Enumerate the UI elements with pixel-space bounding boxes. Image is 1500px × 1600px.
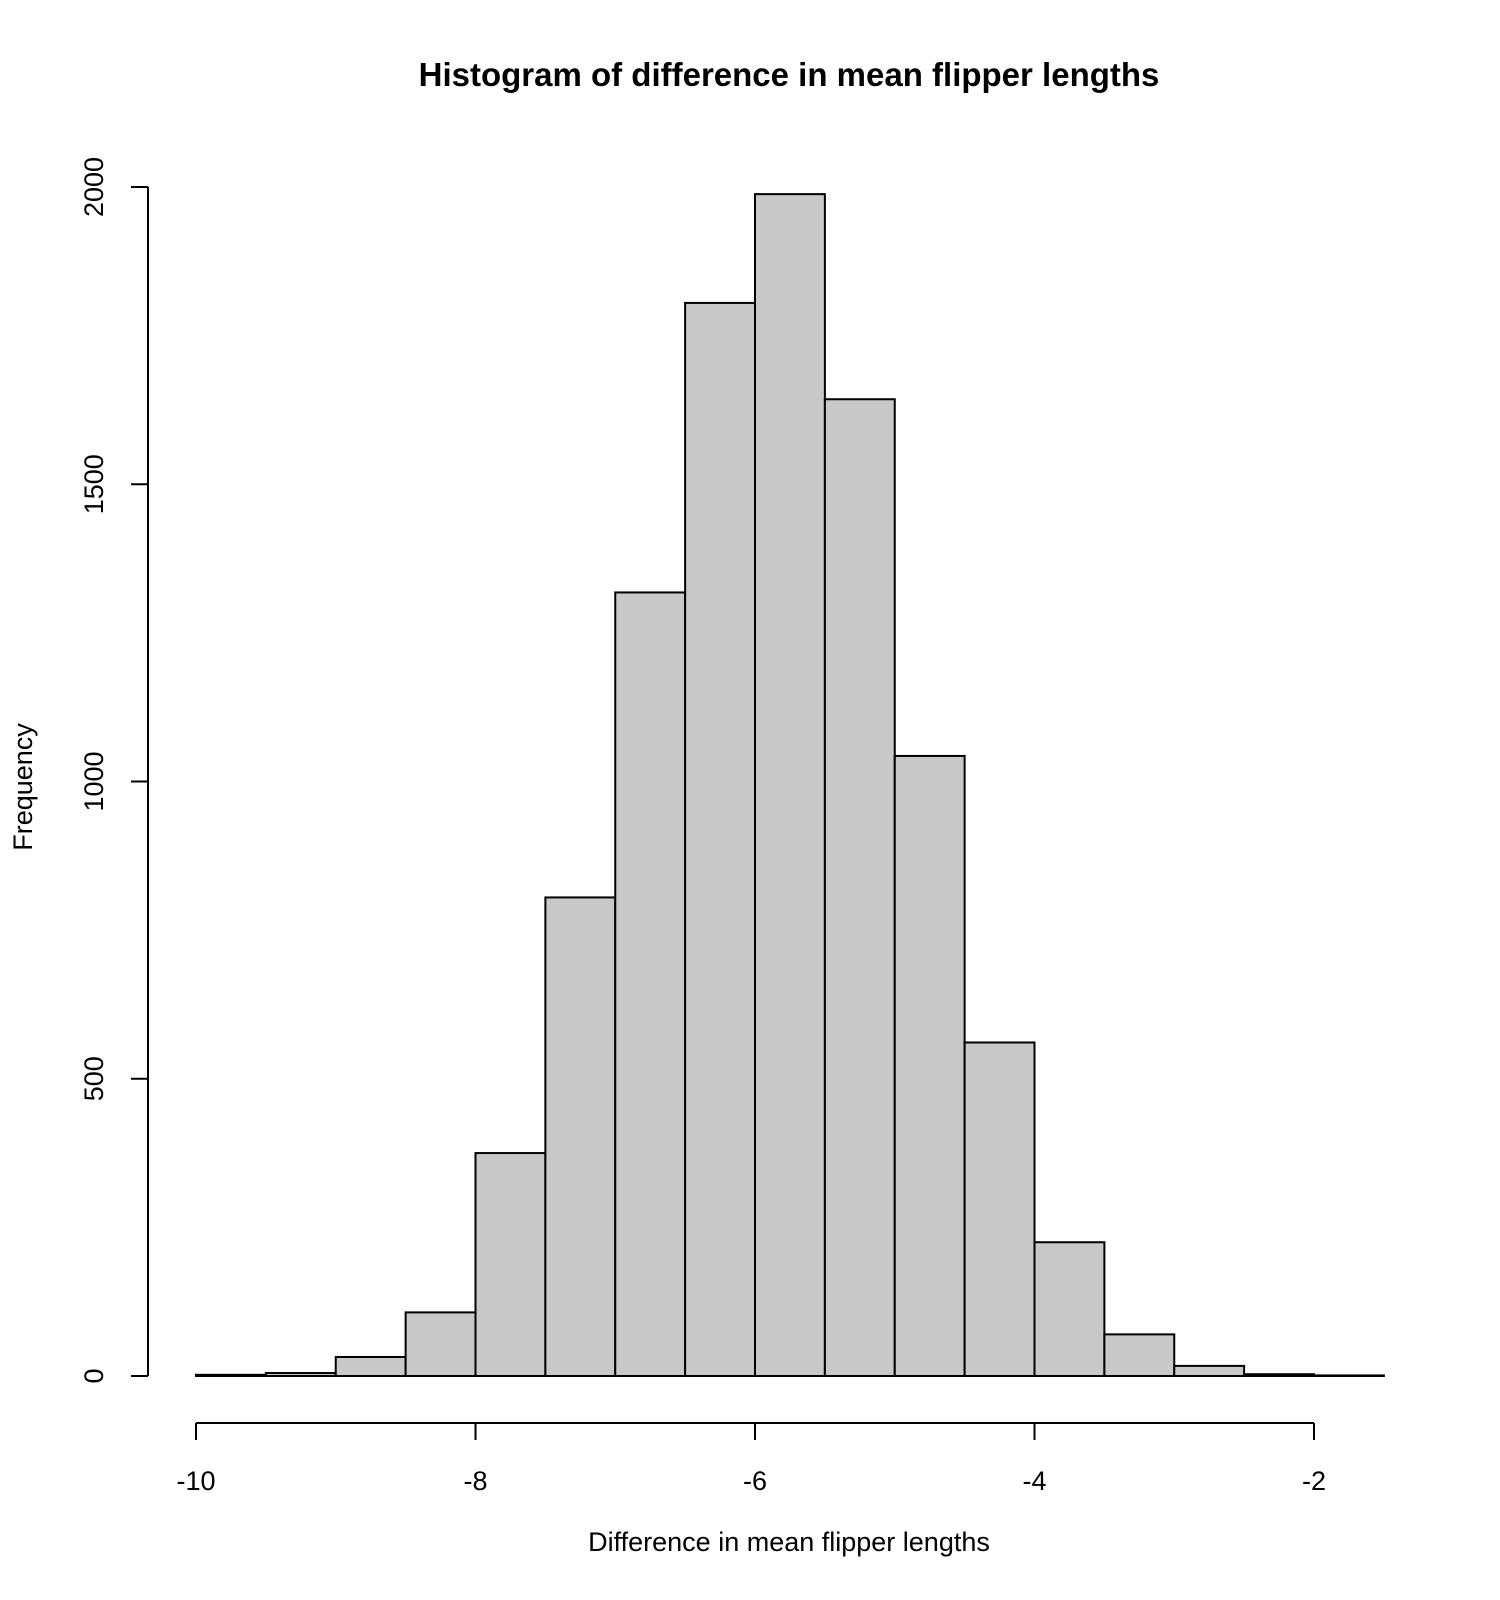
histogram-bar-12	[1033, 1241, 1106, 1378]
histogram-bar-8	[754, 193, 826, 1377]
histogram-bar-10	[893, 754, 966, 1377]
x-tick-label: -2	[1302, 1466, 1326, 1496]
histogram-bar-6	[614, 591, 687, 1377]
histogram-bar-5	[544, 896, 617, 1377]
histogram-bar-2	[334, 1355, 407, 1377]
y-tick-label: 1500	[79, 454, 109, 514]
x-tick-label: -6	[743, 1466, 767, 1496]
histogram-bar-14	[1173, 1364, 1246, 1378]
x-tick-label: -8	[463, 1466, 487, 1496]
chart-title: Histogram of difference in mean flipper …	[419, 56, 1160, 93]
y-axis-label: Frequency	[8, 723, 38, 851]
histogram-bar-7	[684, 301, 756, 1377]
histogram-bar-0	[195, 1373, 267, 1378]
y-tick-label: 2000	[79, 157, 109, 217]
histogram-bar-16	[1313, 1374, 1385, 1378]
y-tick-label: 500	[79, 1056, 109, 1101]
y-axis: 0 500 1000 1500 2000	[79, 157, 149, 1384]
histogram-bar-3	[404, 1311, 477, 1378]
bars	[195, 193, 1385, 1378]
y-tick-label: 0	[79, 1368, 109, 1383]
histogram-bar-15	[1243, 1373, 1315, 1378]
histogram-bar-9	[823, 398, 896, 1377]
x-axis: -10 -8 -6 -4 -2	[176, 1422, 1326, 1496]
y-tick-label: 1000	[79, 751, 109, 811]
histogram-bar-4	[474, 1152, 547, 1377]
x-tick-label: -4	[1022, 1466, 1046, 1496]
x-axis-label: Difference in mean flipper lengths	[588, 1527, 990, 1557]
histogram-bar-13	[1103, 1333, 1176, 1378]
histogram-bar-11	[963, 1041, 1036, 1377]
histogram-bar-1	[264, 1372, 337, 1377]
x-tick-label: -10	[176, 1466, 215, 1496]
